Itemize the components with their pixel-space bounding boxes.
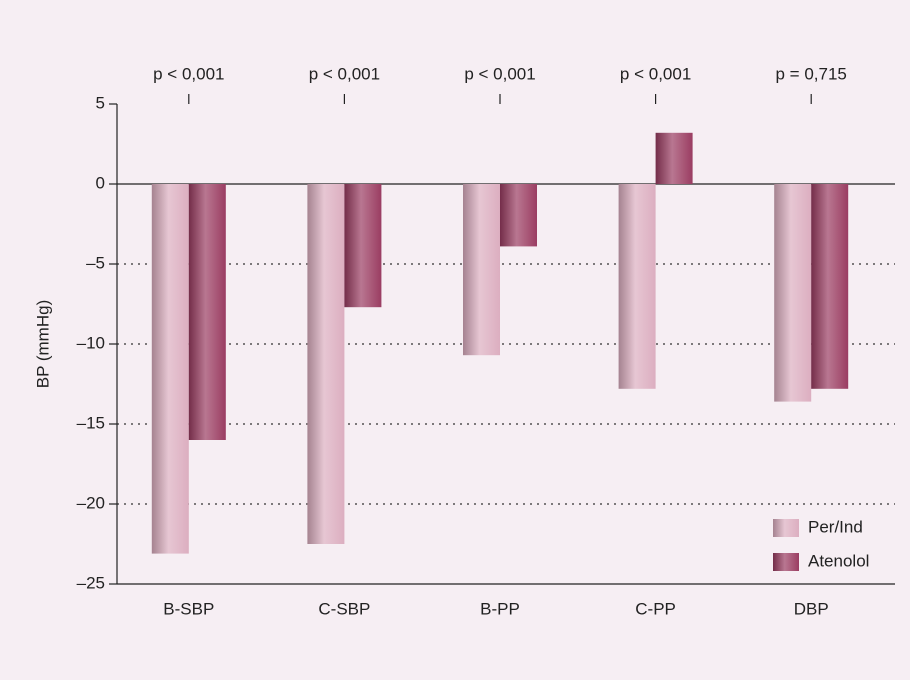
bar xyxy=(655,132,693,184)
bar xyxy=(500,184,537,247)
p-value: p < 0,001 xyxy=(464,64,535,83)
x-tick-label: C-PP xyxy=(635,599,676,618)
p-value: p < 0,001 xyxy=(309,64,380,83)
legend-label: Atenolol xyxy=(808,551,869,570)
x-tick-label: B-SBP xyxy=(163,599,214,618)
y-axis-label: BP (mmHg) xyxy=(33,300,52,388)
bar xyxy=(307,184,345,544)
p-value: p < 0,001 xyxy=(620,64,691,83)
y-tick-label: –15 xyxy=(77,413,105,432)
legend-label: Per/Ind xyxy=(808,517,863,536)
bar xyxy=(618,184,656,389)
y-tick-label: –25 xyxy=(77,573,105,592)
p-value: p = 0,715 xyxy=(776,64,847,83)
bar xyxy=(344,184,382,308)
x-tick-label: C-SBP xyxy=(318,599,370,618)
p-value: p < 0,001 xyxy=(153,64,224,83)
bar xyxy=(188,184,226,440)
y-tick-label: –10 xyxy=(77,333,105,352)
y-tick-label: 5 xyxy=(96,93,105,112)
y-tick-label: –5 xyxy=(86,253,105,272)
x-tick-label: DBP xyxy=(794,599,829,618)
y-tick-label: –20 xyxy=(77,493,105,512)
bar xyxy=(811,184,849,389)
bar xyxy=(151,184,189,554)
bar xyxy=(463,184,500,356)
bar xyxy=(774,184,812,402)
y-tick-label: 0 xyxy=(96,173,105,192)
legend-swatch xyxy=(773,519,799,537)
legend-swatch xyxy=(773,553,799,571)
x-tick-label: B-PP xyxy=(480,599,520,618)
